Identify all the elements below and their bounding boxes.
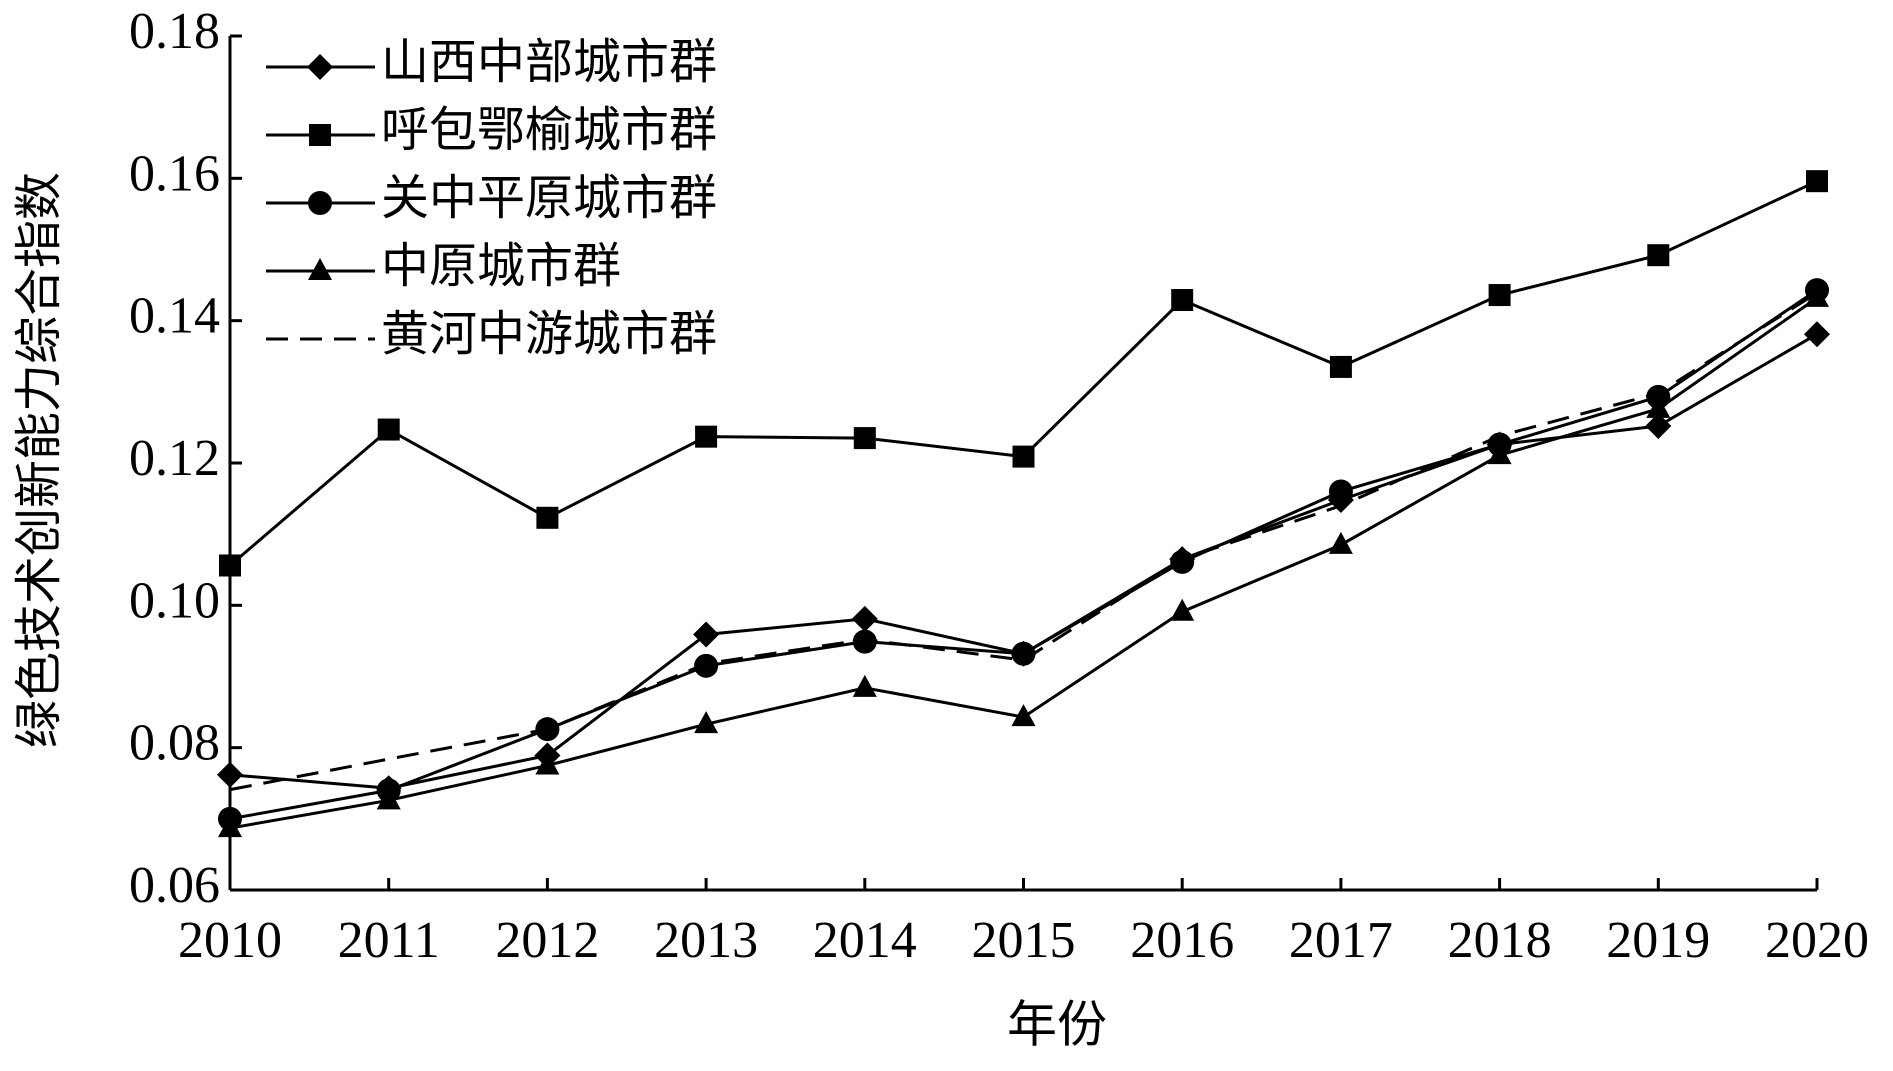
y-tick-label: 0.10 [129, 572, 220, 629]
marker [1487, 442, 1512, 465]
series-line [229, 288, 1818, 821]
marker [693, 621, 720, 648]
legend-label: 中原城市群 [381, 240, 621, 293]
marker [308, 258, 332, 280]
x-tick-label: 2019 [1606, 912, 1710, 969]
marker [694, 653, 719, 678]
marker [694, 711, 719, 734]
marker [695, 425, 718, 448]
x-tick-label: 2015 [972, 912, 1076, 969]
x-tick-label: 2012 [495, 912, 599, 969]
marker [1646, 395, 1671, 418]
y-axis-title: 绿色技术创新能力综合指数 [13, 172, 66, 748]
x-tick-label: 2014 [813, 912, 917, 969]
y-tick-label: 0.12 [129, 430, 220, 487]
marker [852, 629, 877, 654]
marker [1488, 284, 1511, 307]
marker [308, 191, 332, 215]
marker [218, 815, 242, 838]
marker [536, 506, 559, 529]
marker [1645, 412, 1672, 439]
marker [1806, 170, 1828, 193]
x-tick-label: 2011 [338, 912, 440, 969]
legend-label: 黄河中游城市群 [381, 308, 717, 361]
y-tick-label: 0.18 [129, 3, 220, 60]
x-axis-title: 年份 [1007, 996, 1107, 1052]
marker [1647, 244, 1670, 267]
marker [1328, 531, 1353, 554]
y-tick-label: 0.14 [129, 288, 220, 345]
marker [376, 787, 401, 810]
y-tick-label: 0.08 [129, 715, 220, 772]
marker [1011, 704, 1036, 727]
marker [1804, 321, 1830, 348]
marker [1171, 289, 1194, 312]
series-line [229, 179, 1818, 567]
marker [1170, 549, 1195, 574]
legend-label: 呼包鄂榆城市群 [381, 104, 717, 157]
marker [1170, 598, 1195, 621]
marker [1805, 284, 1829, 307]
marker [1329, 355, 1352, 378]
marker [377, 418, 400, 441]
legend-label: 山西中部城市群 [381, 36, 717, 89]
marker [219, 554, 241, 577]
marker [309, 124, 331, 146]
x-tick-label: 2013 [654, 912, 758, 969]
legend-label: 关中平原城市群 [381, 172, 717, 225]
marker [307, 54, 333, 80]
marker [217, 761, 243, 788]
marker [1012, 445, 1035, 468]
y-tick-label: 0.16 [129, 145, 220, 202]
series-line [229, 291, 1818, 792]
x-tick-label: 2010 [178, 912, 282, 969]
marker [1011, 641, 1036, 666]
y-tick-label: 0.06 [129, 857, 220, 914]
x-tick-label: 2017 [1289, 912, 1393, 969]
marker [853, 427, 876, 450]
x-tick-label: 2018 [1448, 912, 1552, 969]
x-tick-label: 2016 [1130, 912, 1234, 969]
marker [851, 605, 878, 632]
marker [1328, 479, 1353, 504]
marker [852, 674, 877, 697]
series-line [229, 296, 1818, 830]
x-tick-label: 2020 [1765, 912, 1869, 969]
marker [535, 752, 560, 775]
